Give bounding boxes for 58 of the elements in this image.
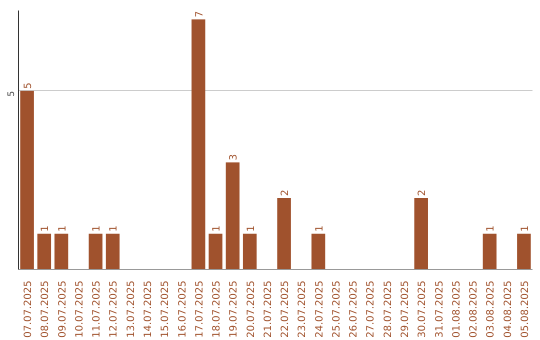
data-label: 1 [40,225,52,232]
bar [414,198,428,270]
bar [20,90,34,270]
x-tick-label: 03.08.2025 [486,280,497,338]
x-tick-label: 04.08.2025 [502,280,514,338]
x-tick-label: 30.07.2025 [417,280,428,338]
x-tick-label: 27.07.2025 [366,280,377,338]
x-tick-label: 21.07.2025 [262,280,274,338]
x-tick-label: 18.07.2025 [212,280,223,338]
data-label: 2 [417,190,428,196]
bar [277,198,291,270]
data-label: 5 [23,82,34,89]
data-label: 1 [92,225,103,232]
x-tick-label: 10.07.2025 [74,280,86,338]
x-tick-label: 19.07.2025 [228,280,240,338]
bar [242,234,257,270]
x-tick-label: 20.07.2025 [246,280,257,338]
data-label: 1 [246,225,257,232]
x-tick-label: 22.07.2025 [280,280,292,338]
bar [208,234,222,270]
bar [106,234,120,270]
x-tick-label: 26.07.2025 [348,280,360,338]
data-label: 7 [194,11,206,18]
x-tick-label: 14.07.2025 [143,280,154,338]
x-tick-label: 23.07.2025 [297,280,308,338]
bar [482,234,497,270]
bar [192,19,206,270]
x-tick-label: 25.07.2025 [331,280,342,338]
bar [226,162,240,270]
bar [311,234,326,270]
x-tick-label: 16.07.2025 [177,280,188,338]
bar [54,234,68,270]
x-tick-label: 24.07.2025 [314,280,326,338]
data-label: 1 [108,225,120,232]
bar [37,234,52,270]
x-tick-label: 09.07.2025 [57,280,68,338]
x-tick-label: 13.07.2025 [126,280,137,338]
x-tick-label: 05.08.2025 [520,280,531,338]
data-label: 2 [280,190,292,196]
bar [88,234,102,270]
x-tick-label: 29.07.2025 [400,280,411,338]
x-tick-label: 01.08.2025 [451,280,462,338]
x-tick-label: 12.07.2025 [108,280,120,338]
x-tick-label: 31.07.2025 [434,280,446,338]
data-label: 1 [486,225,497,232]
x-tick-label: 17.07.2025 [194,280,206,338]
x-tick-label: 28.07.2025 [382,280,394,338]
x-tick-label: 08.07.2025 [40,280,52,338]
data-label: 1 [314,225,326,232]
data-label: 1 [520,225,531,232]
bar [517,234,531,270]
x-tick-label: 02.08.2025 [468,280,480,338]
data-label: 3 [228,154,240,160]
data-label: 1 [212,225,223,232]
x-tick-label: 15.07.2025 [160,280,172,338]
x-tick-label: 11.07.2025 [92,280,103,338]
x-tick-label: 07.07.2025 [23,280,34,338]
data-label: 1 [57,225,68,232]
